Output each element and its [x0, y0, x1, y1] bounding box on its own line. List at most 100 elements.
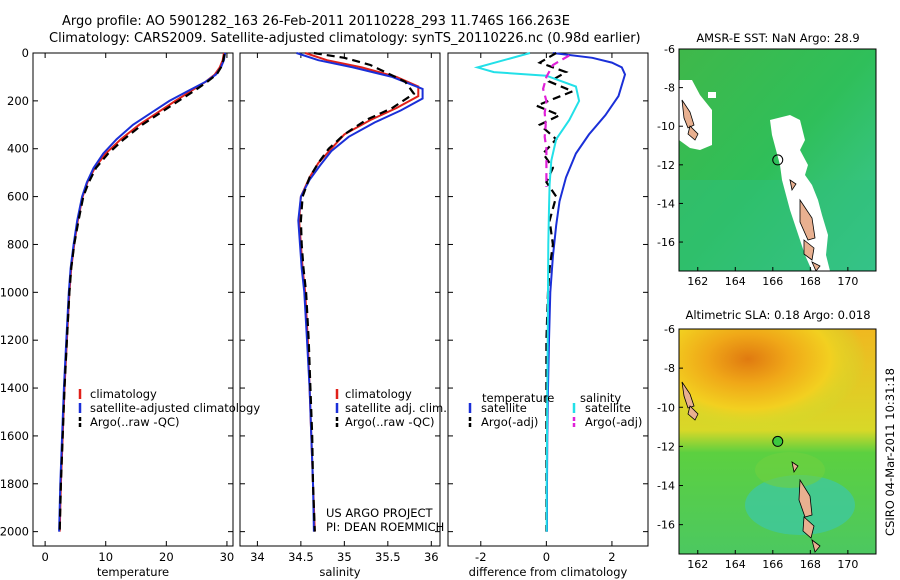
- sst-map-panel: AMSR-E SST: NaN Argo: 28.9 162 164 166 168 1…: [657, 31, 877, 288]
- map-y-tick-label: -10: [657, 401, 675, 414]
- legend-label: satellite adj. clim.: [345, 401, 447, 415]
- plot-frame: [447, 52, 649, 547]
- map-y-tick-label: -6: [664, 323, 675, 336]
- map-x-tick-label: 168: [800, 275, 821, 288]
- x-tick-label: 0: [41, 550, 48, 564]
- sla-map-frame: [678, 328, 877, 555]
- legend-label: satellite: [585, 401, 631, 415]
- sst-map-frame: [678, 48, 877, 272]
- series-line: [473, 52, 581, 532]
- map-x-tick-label: 162: [687, 558, 708, 571]
- y-tick-label: 1400: [0, 381, 29, 395]
- y-tick-label: 1200: [0, 333, 29, 347]
- map-y-tick-label: -14: [657, 197, 675, 210]
- sla-map-panel: Altimetric SLA: 0.18 Argo: 0.018 162 164 1…: [657, 308, 877, 571]
- x-tick-label: 10: [98, 550, 113, 564]
- sla-island: [802, 516, 815, 539]
- map-x-tick-label: 164: [725, 275, 746, 288]
- credit-pi: PI: DEAN ROEMMICH: [326, 520, 444, 534]
- y-tick-label: 1000: [0, 285, 29, 299]
- header-line-1: Argo profile: AO 5901282_163 26-Feb-2011…: [62, 14, 570, 29]
- map-x-tick-label: 170: [837, 275, 858, 288]
- legend-label: Argo(-adj): [585, 415, 642, 429]
- legend-heading: temperature: [482, 391, 554, 405]
- x-axis-label: difference from climatology: [469, 565, 628, 579]
- sst-island: [803, 239, 815, 261]
- series-line: [58, 53, 226, 532]
- sst-nodata-speck: [708, 92, 716, 98]
- y-tick-label: 400: [7, 142, 29, 156]
- map-x-tick-label: 166: [762, 275, 783, 288]
- legend-label: climatology: [345, 387, 412, 401]
- map-y-tick-label: -16: [657, 519, 675, 532]
- map-x-tick-label: 170: [837, 558, 858, 571]
- sla-field-warm: [679, 329, 876, 449]
- x-tick-label: 30: [220, 550, 235, 564]
- sla-island: [798, 478, 813, 518]
- x-tick-label: -2: [475, 550, 486, 564]
- legend-label: satellite-adjusted climatology: [90, 401, 260, 415]
- map-y-tick-label: -12: [657, 159, 675, 172]
- sla-map-ticks: 162 164 166 168 170 -6 -8 -10 -12 -14 -16: [657, 323, 858, 571]
- legend-label: Argo(-adj): [481, 415, 538, 429]
- sla-island: [687, 405, 699, 421]
- sst-island: [687, 125, 699, 141]
- plot-frame: [239, 52, 441, 547]
- series-line: [299, 51, 416, 532]
- map-y-tick-label: -6: [664, 43, 675, 56]
- y-tick-label: 1600: [0, 429, 29, 443]
- x-axis-label: salinity: [319, 565, 360, 579]
- sst-island: [799, 198, 816, 241]
- map-y-tick-label: -12: [657, 440, 675, 453]
- map-y-tick-label: -14: [657, 480, 675, 493]
- sst-map-title: AMSR-E SST: NaN Argo: 28.9: [696, 31, 859, 45]
- map-x-tick-label: 166: [762, 558, 783, 571]
- sla-field-cool: [745, 475, 855, 535]
- sst-nodata-islands: [770, 115, 830, 271]
- y-tick-label: 800: [7, 237, 29, 251]
- x-tick-label: 34: [250, 550, 265, 564]
- sla-island: [791, 461, 799, 474]
- x-tick-label: 35.5: [375, 550, 401, 564]
- y-tick-label: 0: [22, 46, 29, 60]
- salinity-profile-panel: 34 34.5 35 35.5 36 salinity climatologysatelli…: [239, 51, 447, 579]
- map-y-tick-label: -10: [657, 120, 675, 133]
- x-tick-label: 36: [424, 550, 439, 564]
- argo-position-marker: [772, 435, 784, 447]
- map-x-tick-label: 164: [725, 558, 746, 571]
- y-tick-label: 1800: [0, 477, 29, 491]
- sst-field-south: [679, 180, 876, 271]
- sst-nodata-west: [679, 80, 712, 150]
- legend-heading: salinity: [580, 391, 621, 405]
- x-tick-label: 0: [543, 550, 550, 564]
- plot-frame: [32, 52, 234, 547]
- legend-label: Argo(..raw -QC): [90, 415, 180, 429]
- legend-label: satellite: [481, 401, 527, 415]
- map-x-tick-label: 168: [800, 558, 821, 571]
- x-tick-label: 35: [337, 550, 352, 564]
- x-tick-label: 2: [608, 550, 615, 564]
- series-line: [546, 52, 627, 532]
- sst-map-ticks: 162 164 166 168 170 -6 -8 -10 -12 -14 -16: [657, 43, 858, 288]
- y-tick-label: 2000: [0, 525, 29, 539]
- map-y-tick-label: -8: [664, 362, 675, 375]
- x-axis-label: temperature: [97, 565, 169, 579]
- series-line: [58, 52, 225, 532]
- sst-island: [789, 179, 797, 192]
- series-line: [541, 54, 570, 187]
- map-x-tick-label: 162: [687, 275, 708, 288]
- sla-map-title: Altimetric SLA: 0.18 Argo: 0.018: [685, 308, 870, 322]
- argo-position-marker: [772, 154, 784, 166]
- header-line-2: Climatology: CARS2009. Satellite-adjuste…: [49, 31, 641, 46]
- sla-island: [811, 539, 821, 553]
- sla-field-patch: [755, 452, 825, 488]
- series-line: [533, 52, 576, 532]
- x-tick-label: 20: [159, 550, 174, 564]
- y-tick-label: 200: [7, 94, 29, 108]
- legend-label: Argo(..raw -QC): [345, 415, 435, 429]
- legend-label: climatology: [90, 387, 157, 401]
- temperature-profile-panel: 0 10 20 30 0 200 400 600 800 1000 1200 1400 1600 1800…: [0, 46, 260, 579]
- x-tick-label: 34.5: [288, 550, 314, 564]
